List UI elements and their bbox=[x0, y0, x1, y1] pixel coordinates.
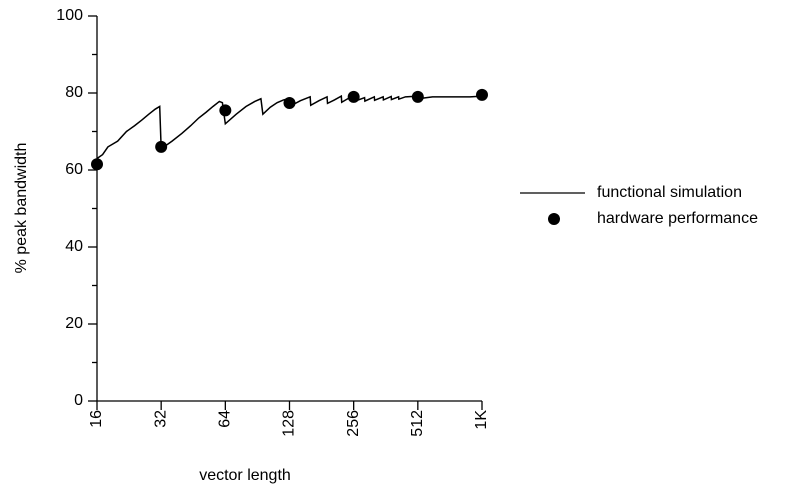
y-tick-label: 20 bbox=[65, 315, 83, 332]
scatter-point bbox=[219, 104, 232, 117]
scatter-point bbox=[411, 90, 424, 103]
y-tick-label: 60 bbox=[65, 161, 83, 178]
x-tick-label: 16 bbox=[88, 410, 105, 428]
legend-label: hardware performance bbox=[597, 210, 758, 227]
scatter-point bbox=[91, 158, 103, 171]
legend-marker bbox=[548, 213, 560, 225]
x-tick-label: 64 bbox=[217, 410, 234, 428]
x-tick-label: 256 bbox=[345, 410, 362, 437]
scatter-point bbox=[155, 140, 168, 153]
legend-label: functional simulation bbox=[597, 184, 742, 201]
y-tick-label: 0 bbox=[74, 392, 83, 409]
x-tick-label: 128 bbox=[281, 410, 298, 437]
scatter-point bbox=[347, 90, 360, 103]
y-tick-label: 40 bbox=[65, 238, 83, 255]
y-tick-label: 80 bbox=[65, 84, 83, 101]
x-tick-label: 512 bbox=[409, 410, 426, 437]
x-tick-label: 32 bbox=[152, 410, 169, 428]
y-axis-title: % peak bandwidth bbox=[13, 143, 30, 274]
x-tick-label: 1K bbox=[473, 410, 490, 430]
y-tick-label: 100 bbox=[56, 7, 83, 24]
scatter-point bbox=[283, 97, 296, 110]
scatter-point bbox=[476, 88, 488, 101]
x-axis-title: vector length bbox=[199, 467, 291, 484]
